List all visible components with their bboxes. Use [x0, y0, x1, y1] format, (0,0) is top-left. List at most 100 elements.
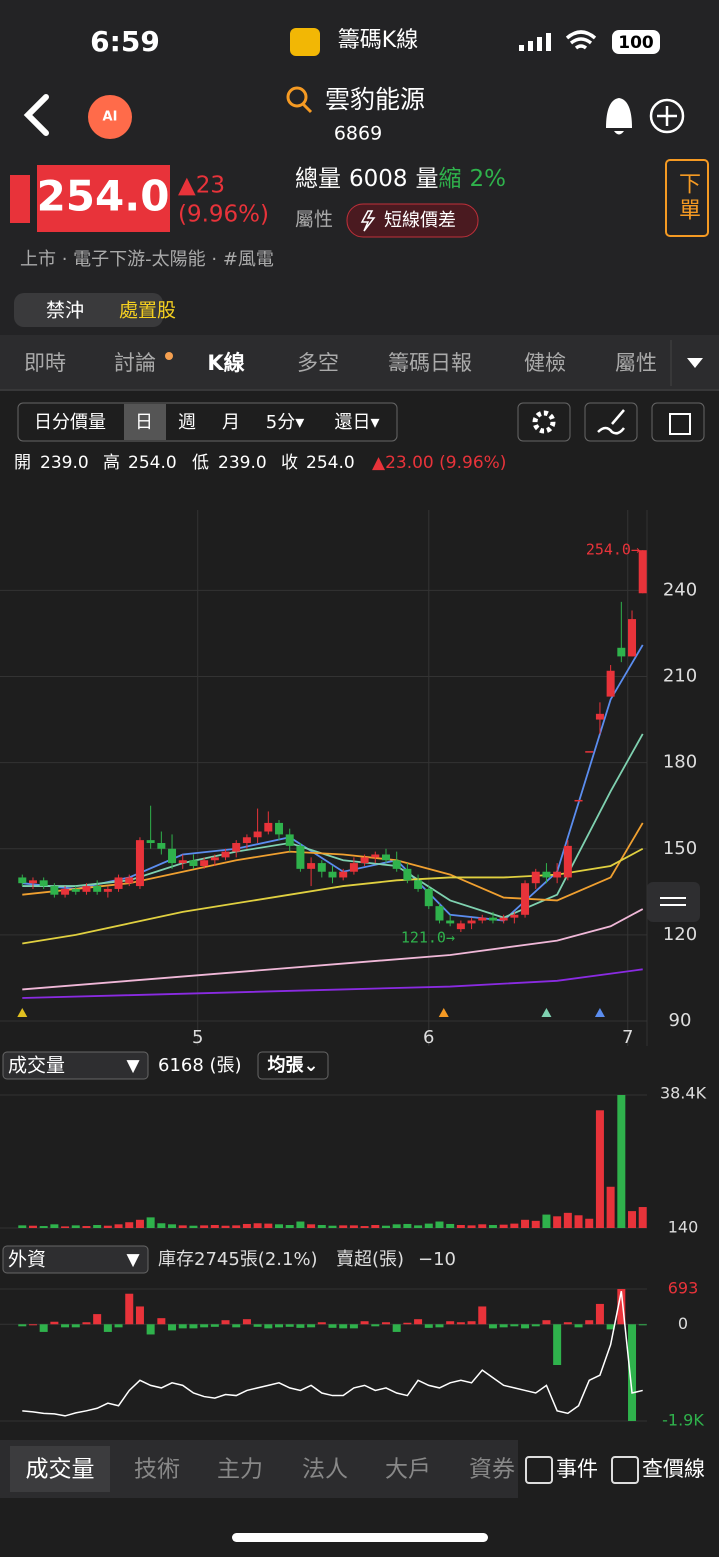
period-button[interactable]: 5分▾: [266, 412, 305, 433]
foreign-bar: [553, 1324, 562, 1366]
foreign-bar: [82, 1322, 91, 1325]
candle-body: [93, 886, 102, 892]
badges-pill: [14, 293, 163, 327]
x-tick-label: 6: [423, 1027, 434, 1048]
foreign-bar: [617, 1289, 626, 1325]
period-button[interactable]: 還日▾: [334, 412, 379, 433]
volume-bar: [135, 1219, 144, 1228]
volume-bar: [232, 1225, 241, 1228]
ohlc-value: 254.0: [306, 453, 355, 473]
volume-bar: [61, 1226, 70, 1228]
bottom-tab[interactable]: 法人: [302, 1457, 348, 1483]
x-tick-label: 7: [622, 1027, 633, 1048]
volume-bar: [28, 1225, 37, 1228]
tool-buttons[interactable]: [517, 402, 705, 442]
bottom-tab-selected: [10, 1446, 110, 1492]
volume-bar: [553, 1216, 562, 1228]
foreign-bar: [531, 1324, 540, 1327]
bottom-tab[interactable]: 技術: [134, 1457, 180, 1483]
candle-body: [521, 883, 530, 915]
candle-body: [467, 920, 476, 924]
volume-bar: [521, 1219, 530, 1228]
home-indicator: [232, 1533, 488, 1542]
candle-body: [339, 871, 348, 878]
foreign-bar: [253, 1324, 262, 1327]
y-tick-label: 90: [669, 1010, 692, 1031]
foreign-bar: [317, 1322, 326, 1325]
ai-button[interactable]: [88, 95, 132, 139]
foreign-bar: [424, 1324, 433, 1328]
bottom-tab[interactable]: 成交量: [26, 1457, 95, 1483]
stock-name: 雲豹能源: [325, 85, 425, 114]
candle-body: [200, 860, 209, 866]
tab[interactable]: 多空: [297, 351, 339, 375]
candle-body: [371, 854, 380, 858]
tab[interactable]: 健檢: [524, 351, 566, 375]
y-tick-label: 38.4K: [660, 1084, 707, 1103]
foreign-bar: [328, 1324, 337, 1328]
checkbox[interactable]: [525, 1456, 553, 1484]
tab[interactable]: 討論: [114, 351, 156, 375]
event-marker[interactable]: [594, 1008, 605, 1017]
volume-bar: [488, 1225, 497, 1228]
period-selected: [124, 404, 166, 440]
volume-bar: [542, 1214, 551, 1228]
selector-arrow: ▼: [126, 1056, 140, 1076]
volume-part: 2%: [470, 166, 507, 192]
tab[interactable]: 屬性: [615, 351, 657, 375]
volume-bar: [18, 1225, 27, 1228]
period-button[interactable]: 週: [178, 412, 196, 433]
bell-button[interactable]: [606, 98, 632, 135]
tab[interactable]: 籌碼日報: [388, 351, 472, 375]
candle-body: [28, 880, 37, 884]
bottom-tab[interactable]: 資券: [469, 1457, 515, 1483]
add-button[interactable]: [649, 98, 685, 134]
tab[interactable]: K線: [207, 351, 244, 375]
order-label[interactable]: 下單: [675, 172, 700, 224]
foreign-bar: [381, 1322, 390, 1325]
period-button[interactable]: 日: [135, 412, 153, 433]
checkbox[interactable]: [611, 1456, 639, 1484]
ohlc-label: 收: [281, 453, 298, 473]
volume-bar: [296, 1221, 305, 1228]
volume-bar: [168, 1224, 177, 1228]
x-tick-label: 5: [192, 1027, 203, 1048]
candle-body: [285, 834, 294, 846]
volume-bar: [499, 1224, 508, 1228]
candle-body: [628, 619, 637, 657]
candle-body: [114, 877, 123, 889]
foreign-bar: [435, 1324, 444, 1328]
volume-bar: [414, 1225, 423, 1228]
candle-body: [18, 877, 27, 884]
event-marker[interactable]: [541, 1008, 552, 1017]
selector-arrow: ▼: [126, 1250, 140, 1270]
y-tick-label: 240: [663, 579, 697, 600]
bottom-tab[interactable]: 主力: [217, 1457, 263, 1483]
zoom-handle[interactable]: [647, 882, 700, 922]
checkbox-label[interactable]: 事件: [556, 1457, 598, 1481]
order-button[interactable]: [665, 159, 709, 237]
foreign-bar: [638, 1324, 647, 1326]
tab-dropdown[interactable]: [687, 358, 703, 368]
foreign-selector[interactable]: [2, 1245, 149, 1274]
candle-body: [275, 822, 284, 835]
search-icon[interactable]: [286, 86, 308, 108]
volume-bar: [328, 1225, 337, 1228]
event-marker[interactable]: [438, 1008, 449, 1017]
checkbox-label[interactable]: 查價線: [642, 1457, 705, 1481]
volume-selector[interactable]: [2, 1051, 149, 1080]
foreign-bar: [114, 1324, 123, 1328]
bottom-tab[interactable]: 大戶: [385, 1457, 431, 1483]
event-marker[interactable]: [17, 1008, 28, 1017]
period-button[interactable]: 月: [222, 412, 240, 433]
attr-tag-pill[interactable]: [346, 203, 479, 238]
volume-bar: [371, 1225, 380, 1228]
volume-mode[interactable]: [257, 1051, 329, 1080]
back-button[interactable]: [23, 94, 49, 136]
foreign-bar: [221, 1320, 230, 1325]
period-button[interactable]: 日分價量: [34, 412, 106, 433]
stock-code: 6869: [334, 123, 382, 145]
volume-bar: [606, 1186, 615, 1228]
tab[interactable]: 即時: [24, 351, 66, 375]
rotate-icon: [669, 413, 691, 435]
